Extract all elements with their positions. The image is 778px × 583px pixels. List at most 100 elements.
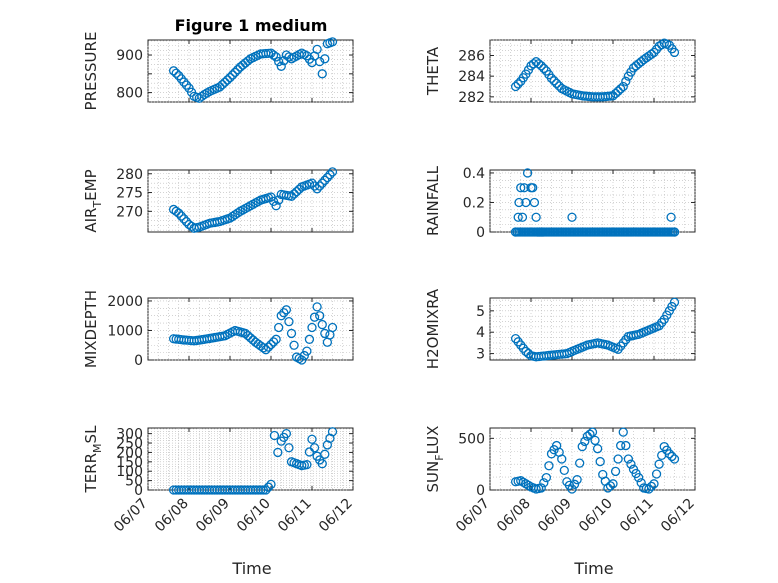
- y-tick-label: 300: [116, 427, 143, 443]
- data-point: [557, 454, 567, 464]
- data-point: [613, 454, 623, 464]
- data-point: [521, 479, 531, 489]
- data-point: [516, 476, 526, 486]
- data-point: [271, 52, 281, 62]
- y-axis-label-h2omixra: H2OMIXRA: [424, 288, 442, 369]
- data-point: [517, 212, 528, 222]
- x-axis-label-left: Time: [231, 559, 271, 578]
- data-point: [605, 481, 616, 491]
- y-axis-label-terr_msl: TERRMSL: [82, 425, 104, 494]
- y-tick-label: 5: [476, 304, 485, 320]
- y-tick-label: 284: [458, 69, 485, 85]
- data-point: [646, 49, 657, 59]
- data-point: [317, 319, 327, 330]
- x-axis-label-right: Time: [573, 559, 613, 578]
- x-tick-label: 06/12: [658, 496, 698, 536]
- data-point: [320, 175, 330, 185]
- data-point: [230, 67, 240, 77]
- data-point: [633, 472, 644, 483]
- y-tick-label: 0: [476, 225, 485, 241]
- y-axis-label-sun_flux: SUNFLUX: [424, 426, 446, 493]
- data-point: [669, 227, 680, 237]
- data-point: [595, 456, 605, 467]
- data-point: [271, 334, 281, 344]
- y-axis-label-theta: THETA: [424, 46, 442, 96]
- axes-air_temp: 270 275 280 AIRTEMP: [82, 167, 354, 233]
- data-point: [171, 206, 181, 216]
- y-tick-label: 200: [116, 445, 143, 461]
- data-point: [309, 443, 320, 453]
- data-point: [669, 454, 680, 464]
- x-tick-label: 06/09: [535, 496, 575, 536]
- data-point: [168, 66, 179, 76]
- data-point: [646, 481, 657, 492]
- axes-pressure: 800 900 PRESSURE: [82, 32, 354, 111]
- x-tick-label: 06/11: [275, 496, 315, 536]
- data-point: [312, 184, 322, 194]
- data-point: [528, 183, 538, 193]
- data-point: [289, 189, 299, 199]
- y-tick-label: 500: [458, 431, 485, 447]
- data-point: [522, 168, 533, 178]
- data-point: [176, 211, 186, 221]
- data-point: [644, 484, 654, 494]
- data-point: [649, 479, 659, 489]
- x-tick-label: 06/10: [234, 496, 274, 536]
- axes-layer: 800 900 PRESSURE 282 284 286 THETA 270 275 280 AIR…: [82, 32, 698, 536]
- data-point: [636, 478, 646, 488]
- data-point: [569, 479, 580, 489]
- data-point: [281, 428, 292, 439]
- data-point: [664, 449, 675, 459]
- data-point: [539, 63, 549, 74]
- data-point: [171, 68, 181, 78]
- y-tick-label: 4: [476, 325, 485, 341]
- data-point: [304, 334, 315, 344]
- y-tick-label: 100: [116, 464, 143, 480]
- data-point: [325, 170, 335, 180]
- y-axis-label-pressure: PRESSURE: [82, 32, 100, 111]
- data-point: [577, 441, 587, 452]
- data-point: [536, 483, 546, 493]
- axes-mixdepth: 0 1000 2000 MIXDEPTH: [82, 290, 354, 369]
- data-point: [608, 479, 618, 489]
- y-tick-label: 0.2: [463, 195, 485, 211]
- data-point: [227, 70, 238, 80]
- data-point: [315, 181, 325, 191]
- y-tick-label: 282: [458, 90, 485, 106]
- data-point: [258, 343, 268, 353]
- y-tick-label: 250: [116, 436, 143, 452]
- x-tick-label: 06/11: [617, 496, 657, 536]
- data-point: [585, 429, 595, 439]
- data-point: [266, 479, 276, 490]
- data-point: [317, 178, 327, 188]
- figure-title: Figure 1 medium: [175, 16, 328, 35]
- data-point: [667, 451, 677, 462]
- axes-rainfall: 0 0.2 0.4 RAINFALL: [424, 165, 696, 241]
- data-point: [575, 458, 585, 468]
- data-point: [181, 217, 192, 227]
- data-point: [307, 434, 317, 444]
- data-point: [233, 208, 243, 218]
- data-point: [215, 82, 225, 92]
- data-point: [217, 79, 227, 90]
- y-tick-label: 1000: [107, 323, 143, 339]
- data-point: [263, 342, 274, 352]
- data-point: [302, 346, 312, 356]
- x-tick-label: 06/09: [193, 496, 233, 536]
- data-point: [666, 212, 676, 222]
- y-tick-label: 800: [116, 86, 143, 102]
- data-point: [651, 44, 662, 54]
- data-point: [263, 482, 274, 492]
- data-point: [276, 311, 286, 321]
- data-point: [284, 316, 294, 327]
- data-point: [274, 195, 284, 205]
- data-point: [613, 86, 623, 96]
- data-point: [544, 461, 554, 471]
- data-point: [541, 472, 552, 483]
- data-point: [536, 61, 546, 71]
- data-point: [315, 56, 325, 67]
- data-point: [266, 339, 276, 350]
- data-point: [567, 484, 577, 494]
- data-point: [590, 435, 600, 446]
- data-point: [273, 447, 283, 458]
